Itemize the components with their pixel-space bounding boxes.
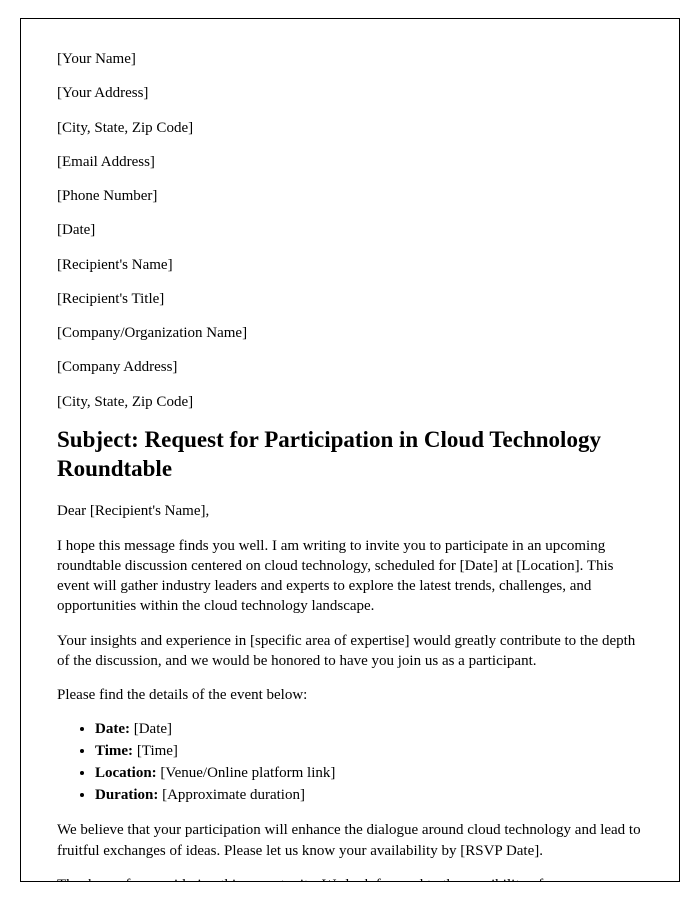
detail-label: Location: (95, 765, 157, 781)
list-item: Duration: [Approximate duration] (95, 785, 643, 807)
letter-header-block: [Your Name] [Your Address] [City, State,… (57, 49, 643, 412)
subject-line: Subject: Request for Participation in Cl… (57, 426, 643, 484)
header-line: [City, State, Zip Code] (57, 392, 643, 412)
paragraph: I hope this message finds you well. I am… (57, 536, 643, 617)
detail-label: Time: (95, 743, 133, 759)
header-line: [Date] (57, 220, 643, 240)
header-line: [Your Name] (57, 49, 643, 69)
header-line: [Phone Number] (57, 186, 643, 206)
event-details-list: Date: [Date] Time: [Time] Location: [Ven… (57, 719, 643, 806)
header-line: [Company Address] (57, 357, 643, 377)
detail-value: [Approximate duration] (158, 787, 305, 803)
header-line: [Your Address] (57, 83, 643, 103)
letter-body-block: Dear [Recipient's Name], I hope this mes… (57, 501, 643, 882)
detail-label: Date: (95, 721, 130, 737)
list-item: Date: [Date] (95, 719, 643, 741)
list-item: Time: [Time] (95, 741, 643, 763)
header-line: [Recipient's Name] (57, 255, 643, 275)
paragraph: We believe that your participation will … (57, 820, 643, 861)
header-line: [City, State, Zip Code] (57, 118, 643, 138)
paragraph: Please find the details of the event bel… (57, 685, 643, 705)
list-item: Location: [Venue/Online platform link] (95, 763, 643, 785)
detail-label: Duration: (95, 787, 158, 803)
detail-value: [Time] (133, 743, 178, 759)
header-line: [Company/Organization Name] (57, 323, 643, 343)
paragraph: Your insights and experience in [specifi… (57, 631, 643, 672)
paragraph: Thank you for considering this opportuni… (57, 875, 643, 882)
detail-value: [Venue/Online platform link] (157, 765, 336, 781)
detail-value: [Date] (130, 721, 172, 737)
salutation: Dear [Recipient's Name], (57, 501, 643, 521)
header-line: [Email Address] (57, 152, 643, 172)
letter-page: [Your Name] [Your Address] [City, State,… (20, 18, 680, 882)
header-line: [Recipient's Title] (57, 289, 643, 309)
